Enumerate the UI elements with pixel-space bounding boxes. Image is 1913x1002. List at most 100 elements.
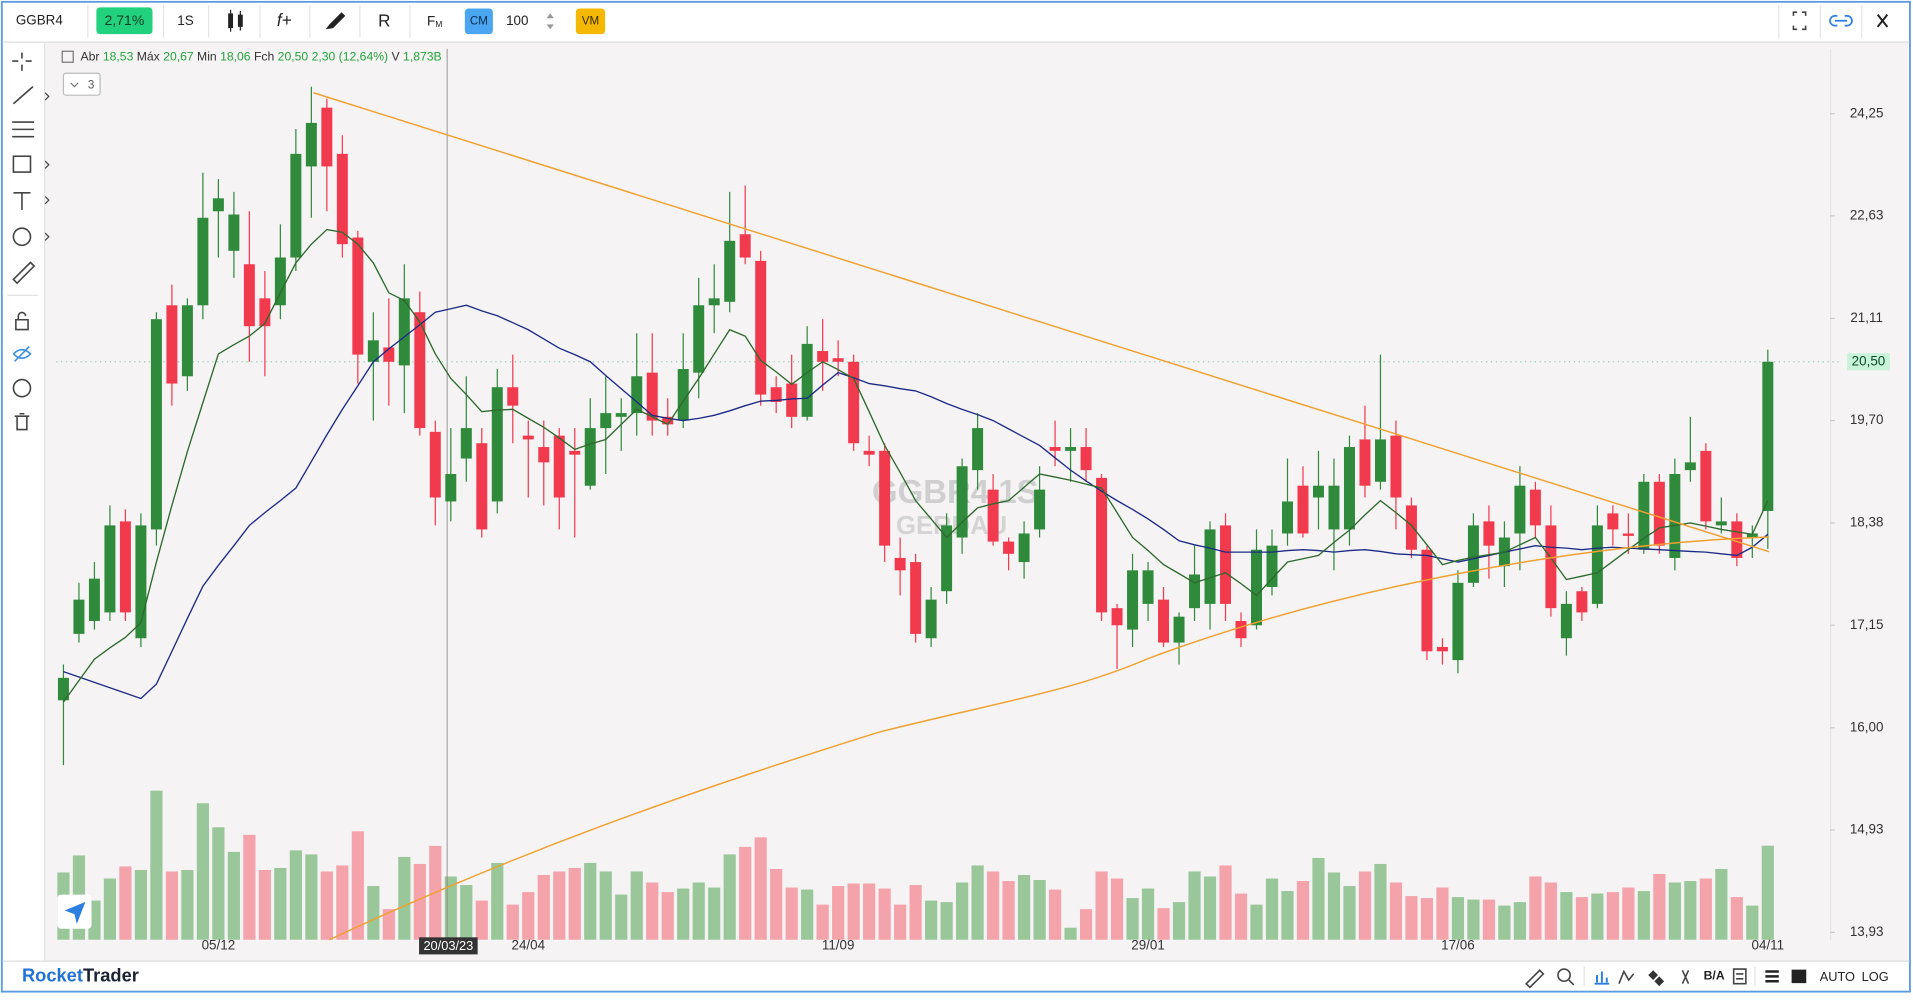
- fullscreen-button[interactable]: [1792, 11, 1807, 31]
- candle-body: [1282, 501, 1293, 534]
- change-badge: [96, 7, 153, 35]
- close-button[interactable]: [1876, 14, 1889, 28]
- legend-label: Fch: [254, 50, 274, 64]
- spinner[interactable]: [546, 13, 554, 30]
- line-tool[interactable]: [12, 86, 34, 105]
- menu-button[interactable]: [1765, 970, 1779, 983]
- plot: 13,93 14,93 16,00 17,15 18,38 19,70 21,11 22,63…: [56, 48, 1890, 955]
- candle-body: [1018, 533, 1030, 563]
- volume-button[interactable]: [1594, 971, 1610, 985]
- watermark: GGBR4 1S: [872, 473, 1039, 510]
- layout-button[interactable]: [1791, 969, 1807, 984]
- legend-value: 18,53: [103, 50, 134, 64]
- candle-body: [1158, 599, 1170, 643]
- brand: RocketTrader: [22, 964, 139, 985]
- last-price-tag: [1847, 353, 1890, 371]
- link-button[interactable]: [1829, 15, 1853, 27]
- candle-body: [104, 525, 116, 613]
- cm-button[interactable]: CM: [470, 15, 488, 27]
- emoji-tool[interactable]: [12, 227, 32, 247]
- line-button[interactable]: [1618, 969, 1635, 984]
- volume-bar: [971, 865, 984, 940]
- auto-scale[interactable]: AUTO: [1820, 969, 1855, 984]
- candle-body: [724, 240, 736, 302]
- chart-area: [43, 42, 1909, 961]
- crosshair-tool[interactable]: [12, 52, 32, 71]
- legend-label: Máx: [137, 50, 160, 64]
- candle-body: [1127, 570, 1139, 630]
- grid-button[interactable]: [1648, 970, 1665, 987]
- volume-bar: [181, 869, 194, 940]
- candle-body: [1328, 485, 1340, 530]
- candle-body: [1653, 481, 1665, 546]
- fm-button[interactable]: FM: [427, 13, 442, 29]
- candle-body: [538, 447, 550, 463]
- zoom-handle: [1568, 979, 1575, 986]
- volume-bar: [1017, 874, 1031, 940]
- vm-button[interactable]: VM: [582, 15, 599, 27]
- candle-body: [615, 413, 627, 417]
- candle-body: [972, 428, 984, 471]
- candle-body: [1514, 485, 1526, 534]
- candle-body: [1483, 521, 1495, 546]
- reset-button[interactable]: R: [378, 11, 390, 30]
- text-tool[interactable]: [13, 192, 31, 210]
- candle-body: [1297, 485, 1309, 534]
- volume-bar: [227, 851, 240, 940]
- trendline: [329, 536, 1770, 941]
- candle-body: [150, 319, 162, 530]
- book-button[interactable]: [1732, 968, 1747, 985]
- candle-body: [135, 525, 147, 639]
- volume-bar: [336, 865, 349, 940]
- draw-button[interactable]: [325, 12, 346, 30]
- candle-body: [1591, 525, 1603, 604]
- crosshair-label-box: [419, 937, 478, 955]
- candle-body: [1266, 545, 1278, 588]
- volume-bar: [1653, 873, 1666, 940]
- candle-body: [1220, 525, 1232, 604]
- ba-button[interactable]: B/A: [1704, 969, 1725, 983]
- ruler-tool[interactable]: [12, 261, 36, 285]
- shape-tool[interactable]: [12, 155, 32, 173]
- count-input[interactable]: 100: [506, 13, 528, 28]
- candle-body: [1235, 620, 1247, 639]
- ruler-button[interactable]: [1525, 969, 1545, 989]
- fib-tool[interactable]: [12, 121, 35, 138]
- candle-body: [1390, 435, 1402, 498]
- interval-button[interactable]: 1S: [177, 13, 193, 28]
- candle-body: [305, 122, 317, 167]
- candle-body: [770, 387, 782, 402]
- log-scale[interactable]: LOG: [1862, 969, 1889, 984]
- candle-body: [817, 351, 829, 362]
- indicator-button[interactable]: f+: [277, 11, 292, 30]
- scale-button[interactable]: [1681, 969, 1690, 985]
- candle-body: [708, 298, 720, 306]
- symbol[interactable]: GGBR4: [16, 12, 63, 27]
- candle-body: [1421, 549, 1433, 652]
- candle-body: [290, 153, 302, 258]
- candle-body: [677, 369, 689, 421]
- candle-body: [1003, 541, 1015, 554]
- volume-bar: [770, 868, 783, 940]
- zoom-button[interactable]: [1557, 968, 1571, 983]
- help-tool[interactable]: [12, 378, 32, 398]
- candle-body: [1034, 489, 1046, 530]
- volume-bar: [568, 867, 581, 940]
- lock-tool[interactable]: [15, 311, 29, 331]
- hide-tool[interactable]: [12, 346, 32, 362]
- candle-body: [1049, 447, 1061, 451]
- volume-bar: [1234, 893, 1248, 940]
- x-tick-label: 29/01: [1131, 937, 1165, 952]
- candle-type-button[interactable]: [228, 9, 243, 32]
- candle-body: [584, 428, 596, 486]
- candle-body: [1343, 447, 1355, 530]
- volume-bar: [1250, 904, 1263, 940]
- candle-body: [832, 358, 844, 362]
- candle-body: [1405, 505, 1417, 550]
- legend-toggle[interactable]: [61, 50, 74, 63]
- volume-bar: [1606, 892, 1619, 940]
- delete-tool[interactable]: [14, 412, 30, 431]
- candle-body: [212, 198, 224, 212]
- legend-label: Abr: [81, 50, 100, 64]
- indicator-dropdown[interactable]: [62, 72, 101, 96]
